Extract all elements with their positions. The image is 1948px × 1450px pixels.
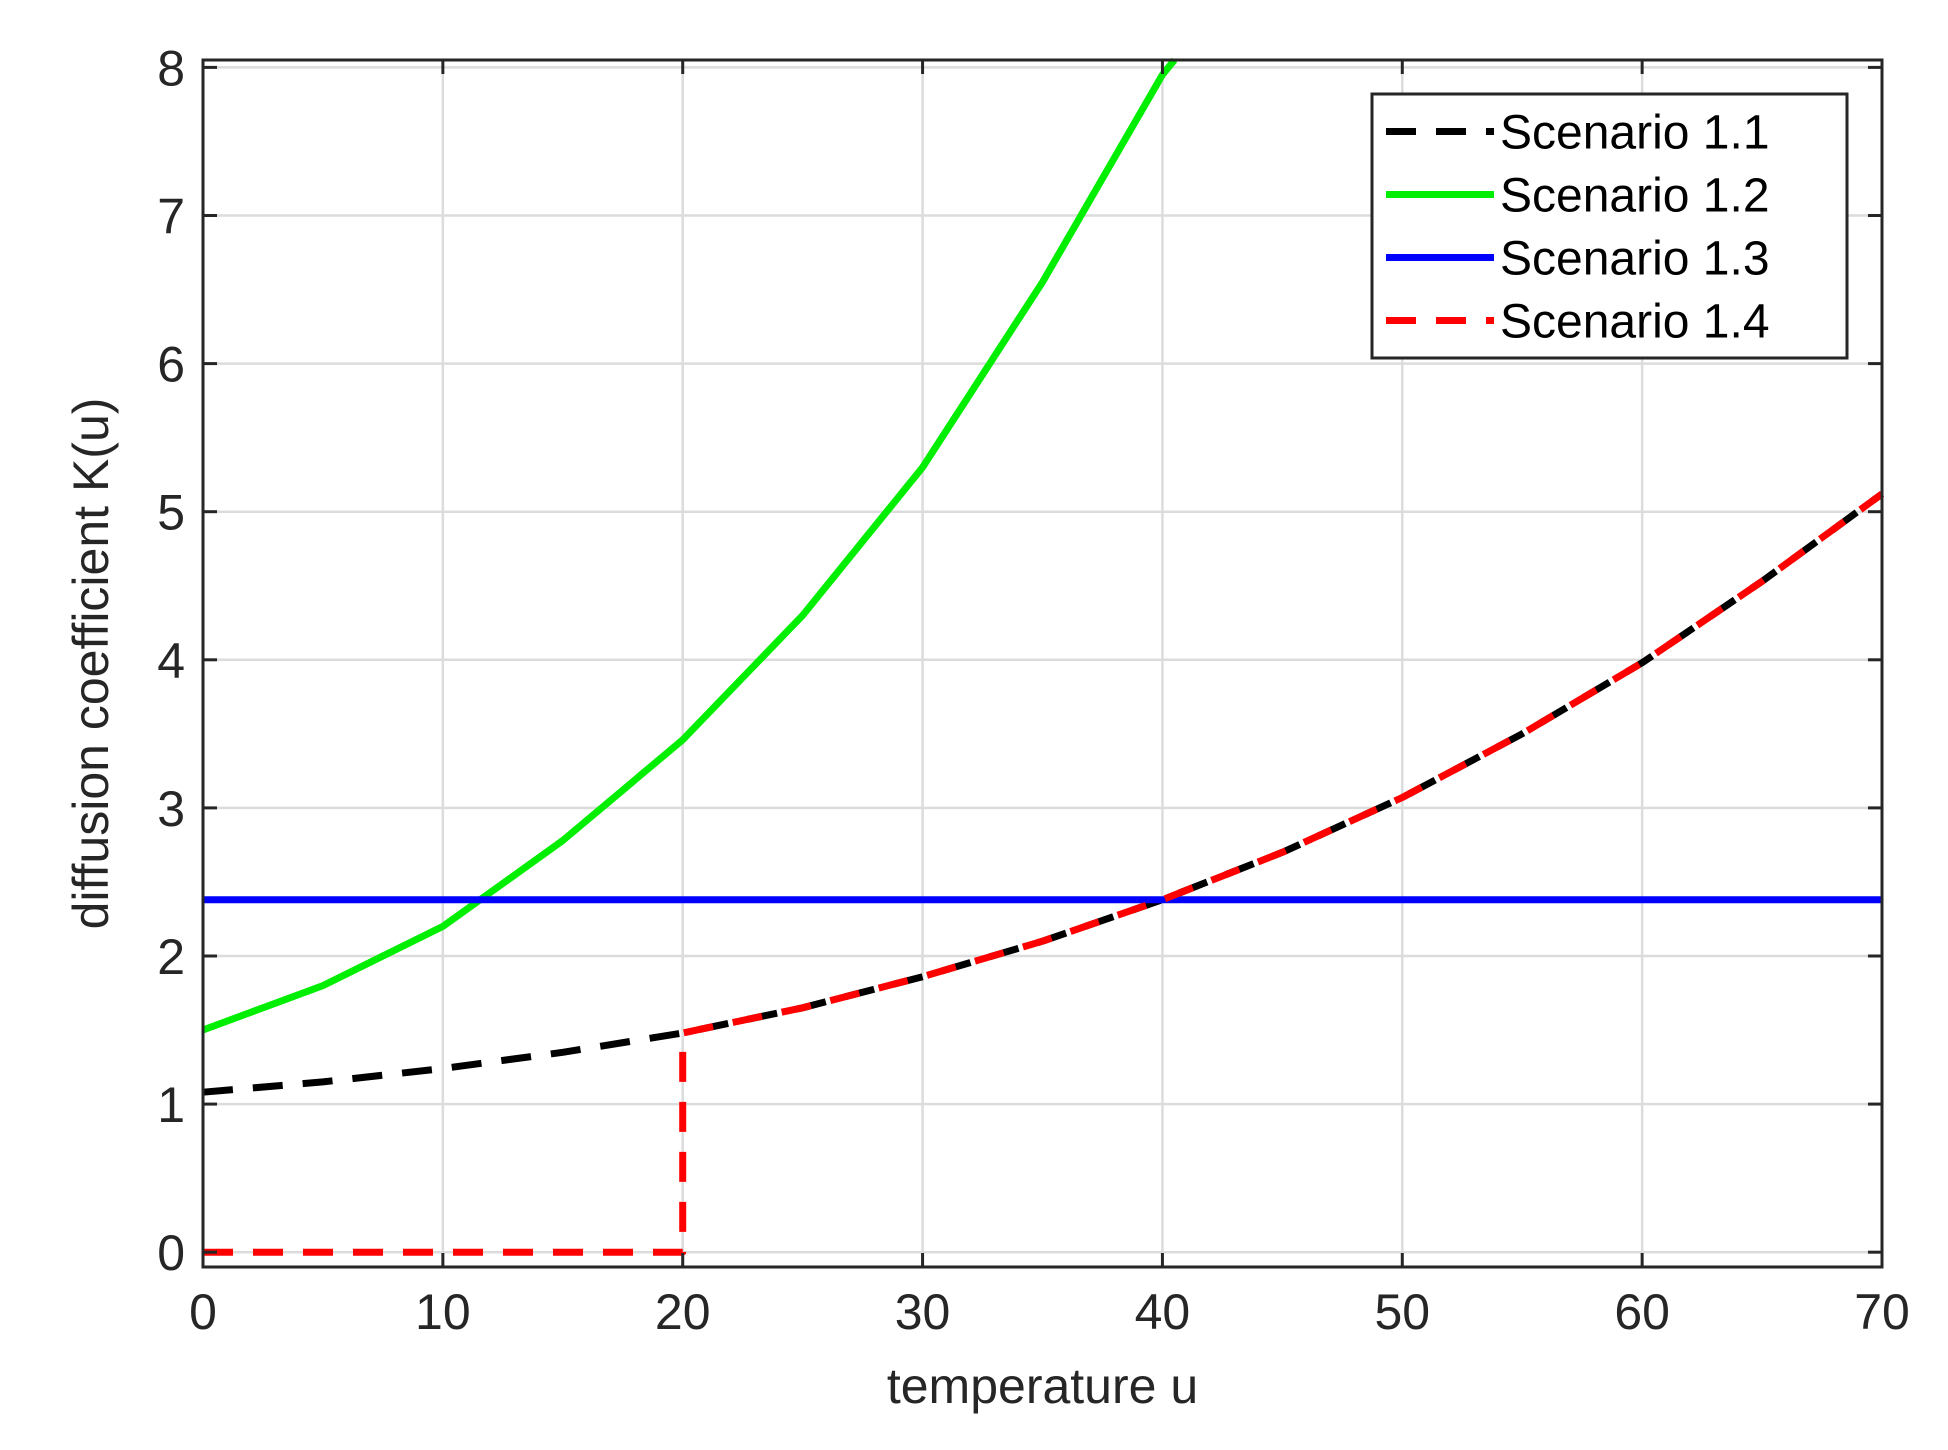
y-axis-label: diffusion coefficient K(u) bbox=[63, 398, 119, 930]
y-tick-label: 4 bbox=[157, 633, 185, 689]
legend: Scenario 1.1 Scenario 1.2 Scenario 1.3 Scen… bbox=[1370, 92, 1849, 360]
legend-label: Scenario 1.4 bbox=[1500, 296, 1770, 349]
y-tick-label: 2 bbox=[157, 929, 185, 985]
x-tick-label: 70 bbox=[1854, 1284, 1910, 1340]
x-tick-label: 60 bbox=[1614, 1284, 1670, 1340]
legend-label: Scenario 1.2 bbox=[1500, 170, 1770, 223]
x-tick-label: 0 bbox=[189, 1284, 217, 1340]
x-tick-label: 30 bbox=[895, 1284, 951, 1340]
x-axis-label: temperature u bbox=[887, 1358, 1198, 1414]
series-line-2 bbox=[201, 57, 1178, 1034]
y-tick-label: 8 bbox=[157, 40, 185, 96]
y-tick-label: 3 bbox=[157, 781, 185, 837]
y-tick-label: 1 bbox=[157, 1077, 185, 1133]
x-tick-label: 50 bbox=[1374, 1284, 1430, 1340]
x-tick-label: 40 bbox=[1135, 1284, 1191, 1340]
x-tick-label: 20 bbox=[655, 1284, 711, 1340]
legend-box bbox=[1370, 92, 1849, 360]
y-tick-label: 7 bbox=[157, 189, 185, 245]
axis-ticks: 0 10 20 30 40 50 60 70 0 1 2 3 4 5 6 7 8 bbox=[157, 40, 1910, 1340]
plot-area bbox=[201, 57, 1885, 1256]
y-tick-label: 6 bbox=[157, 337, 185, 393]
axes-frame bbox=[201, 58, 1884, 1269]
legend-label: Scenario 1.3 bbox=[1500, 233, 1770, 286]
legend-label: Scenario 1.1 bbox=[1500, 107, 1770, 160]
x-tick-label: 10 bbox=[415, 1284, 471, 1340]
axes-box bbox=[201, 58, 1884, 1269]
y-tick-label: 5 bbox=[157, 485, 185, 541]
y-tick-label: 0 bbox=[157, 1225, 185, 1281]
